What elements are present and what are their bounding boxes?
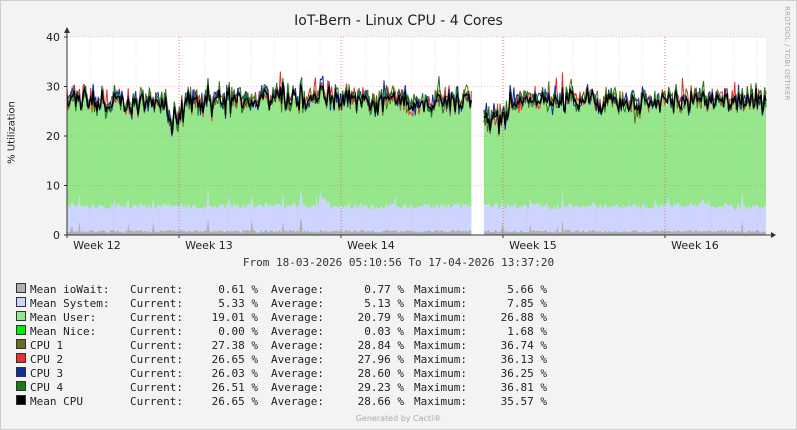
legend-maximum-value: 36.25 % <box>500 367 547 380</box>
legend-average-label: Average: <box>271 395 324 408</box>
system-area-1 <box>483 191 766 233</box>
legend-name: CPU 2 <box>30 353 64 366</box>
legend-maximum-value: 36.74 % <box>500 339 547 352</box>
legend-average-value: 5.13 % <box>364 297 404 310</box>
legend-average-label: Average: <box>271 353 324 366</box>
legend-maximum-label: Maximum: <box>414 353 467 366</box>
legend-current-label: Current: <box>130 297 183 310</box>
legend-maximum-value: 36.13 % <box>500 353 547 366</box>
user-area-1 <box>483 90 766 211</box>
chart-title: IoT-Bern - Linux CPU - 4 Cores <box>294 13 503 29</box>
y-tick-label-0: 0 <box>53 229 60 242</box>
legend-current-label: Current: <box>130 353 183 366</box>
y-tick-label-30: 30 <box>46 81 60 94</box>
legend-current-value: 26.65 % <box>211 395 258 408</box>
legend-current-value: 0.00 % <box>218 325 258 338</box>
legend-maximum-label: Maximum: <box>414 283 467 296</box>
legend-swatch <box>16 381 26 391</box>
legend-average-value: 28.84 % <box>357 339 404 352</box>
y-tick-label-40: 40 <box>46 31 60 44</box>
legend-maximum-value: 36.81 % <box>500 381 547 394</box>
legend-swatch <box>16 339 26 349</box>
legend-current-value: 19.01 % <box>211 311 258 324</box>
legend-maximum-label: Maximum: <box>414 311 467 324</box>
x-axis-arrow <box>771 232 776 238</box>
legend-maximum-label: Maximum: <box>414 325 467 338</box>
legend-current-value: 26.03 % <box>211 367 258 380</box>
legend-average-label: Average: <box>271 367 324 380</box>
legend-swatch <box>16 353 26 363</box>
legend-maximum-value: 5.66 % <box>507 283 547 296</box>
legend-maximum-label: Maximum: <box>414 339 467 352</box>
legend-swatch <box>16 297 26 307</box>
legend-name: CPU 4 <box>30 381 64 394</box>
legend-average-value: 0.03 % <box>364 325 404 338</box>
legend-average-value: 20.79 % <box>357 311 404 324</box>
legend-name: CPU 3 <box>30 367 64 380</box>
line-mean-cpu <box>66 81 767 135</box>
legend-current-label: Current: <box>130 395 183 408</box>
legend-average-label: Average: <box>271 311 324 324</box>
legend-current-label: Current: <box>130 381 183 394</box>
legend-name: Mean CPU <box>30 395 83 408</box>
legend-current-label: Current: <box>130 367 183 380</box>
legend-average-label: Average: <box>271 325 324 338</box>
legend-average-label: Average: <box>271 381 324 394</box>
date-range: From 18-03-2026 05:10:56 To 17-04-2026 1… <box>242 256 555 269</box>
legend-average-value: 28.66 % <box>357 395 404 408</box>
rrdtool-credit: RRDTOOL / TOBI OETIKER <box>783 6 791 101</box>
legend-swatch <box>16 311 26 321</box>
legend-swatch <box>16 283 26 293</box>
legend-name: CPU 1 <box>30 339 64 352</box>
legend-maximum-value: 1.68 % <box>507 325 547 338</box>
legend-maximum-label: Maximum: <box>414 395 467 408</box>
y-tick-label-10: 10 <box>46 180 60 193</box>
cpu-chart: 0 10 20 30 40 Week 12 Week 13 Week 14 Week 15 Wee… <box>46 27 776 252</box>
legend-average-label: Average: <box>271 283 324 296</box>
legend-current-label: Current: <box>130 339 183 352</box>
legend-average-value: 27.96 % <box>357 353 404 366</box>
legend-maximum-label: Maximum: <box>414 381 467 394</box>
legend-maximum-label: Maximum: <box>414 367 467 380</box>
legend-average-value: 0.77 % <box>364 283 404 296</box>
legend-maximum-value: 26.88 % <box>500 311 547 324</box>
legend-current-value: 27.38 % <box>211 339 258 352</box>
legend-name: Mean Nice: <box>30 325 97 338</box>
legend-current-value: 0.61 % <box>218 283 258 296</box>
legend-maximum-value: 7.85 % <box>507 297 547 310</box>
legend-current-value: 5.33 % <box>218 297 258 310</box>
legend-current-label: Current: <box>130 283 183 296</box>
plot-area: 0 10 20 30 40 Week 12 Week 13 Week 14 Week 15 Wee… <box>46 27 776 252</box>
legend-average-label: Average: <box>271 297 324 310</box>
legend-current-value: 26.65 % <box>211 353 258 366</box>
legend-average-label: Average: <box>271 339 324 352</box>
x-tick-label-14: Week 14 <box>347 239 395 252</box>
legend-current-value: 26.51 % <box>211 381 258 394</box>
legend-current-label: Current: <box>130 325 183 338</box>
system-area-0 <box>67 188 472 233</box>
legend-average-value: 29.23 % <box>357 381 404 394</box>
legend-maximum-value: 35.57 % <box>500 395 547 408</box>
iowait-area-1 <box>483 217 766 235</box>
generated-by: Generated by Cacti® <box>355 414 442 423</box>
legend-swatch <box>16 395 26 405</box>
legend-name: Mean System: <box>30 297 110 310</box>
legend-maximum-label: Maximum: <box>414 297 467 310</box>
y-tick-label-20: 20 <box>46 130 60 143</box>
x-tick-label-12: Week 12 <box>73 239 121 252</box>
iowait-area-0 <box>67 216 472 235</box>
y-axis-arrow <box>64 27 70 33</box>
legend-name: Mean ioWait: <box>30 283 110 296</box>
legend-swatch <box>16 325 26 335</box>
x-tick-label-15: Week 15 <box>509 239 557 252</box>
x-tick-label-13: Week 13 <box>185 239 233 252</box>
x-tick-label-16: Week 16 <box>671 239 719 252</box>
legend-average-value: 28.60 % <box>357 367 404 380</box>
legend-swatch <box>16 367 26 377</box>
legend-name: Mean User: <box>30 311 97 324</box>
legend-current-label: Current: <box>130 311 183 324</box>
